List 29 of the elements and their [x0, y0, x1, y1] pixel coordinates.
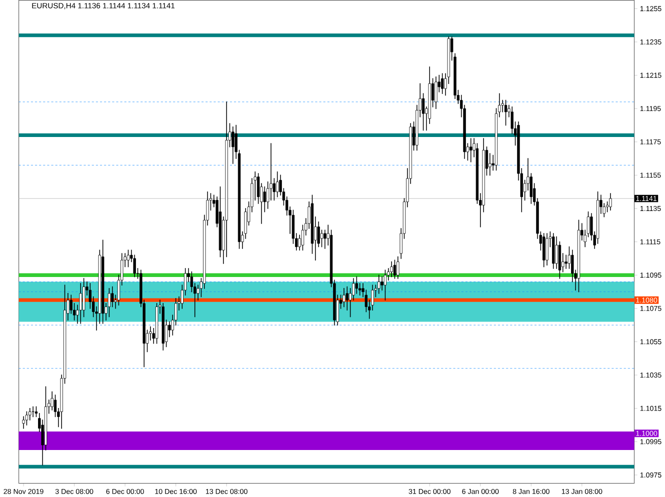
- candlestick: [342, 288, 346, 307]
- candlestick: [396, 256, 400, 279]
- candlestick: [555, 236, 558, 269]
- candlestick: [25, 411, 28, 426]
- candlestick: [324, 230, 326, 249]
- candlestick: [346, 286, 348, 310]
- candlestick: [393, 260, 396, 279]
- candlestick: [378, 274, 380, 294]
- candlestick: [276, 171, 279, 198]
- candlestick: [542, 232, 546, 267]
- candlestick: [470, 138, 472, 162]
- candlestick: [108, 288, 111, 317]
- candlestick: [609, 192, 612, 210]
- candlestick: [488, 152, 492, 176]
- candlestick: [434, 76, 438, 109]
- candlestick: [380, 276, 384, 290]
- candlestick: [320, 230, 324, 248]
- candlestick: [232, 126, 234, 164]
- candlestick: [79, 282, 82, 324]
- candlestick: [390, 261, 393, 277]
- candlestick: [126, 250, 130, 267]
- candlestick: [111, 286, 114, 307]
- candlestick: [355, 276, 358, 294]
- candlestick: [564, 254, 568, 269]
- candlestick: [263, 186, 266, 212]
- candlestick: [546, 232, 548, 266]
- candlestick: [504, 100, 508, 126]
- candlestick: [440, 73, 444, 94]
- candlestick: [384, 270, 387, 300]
